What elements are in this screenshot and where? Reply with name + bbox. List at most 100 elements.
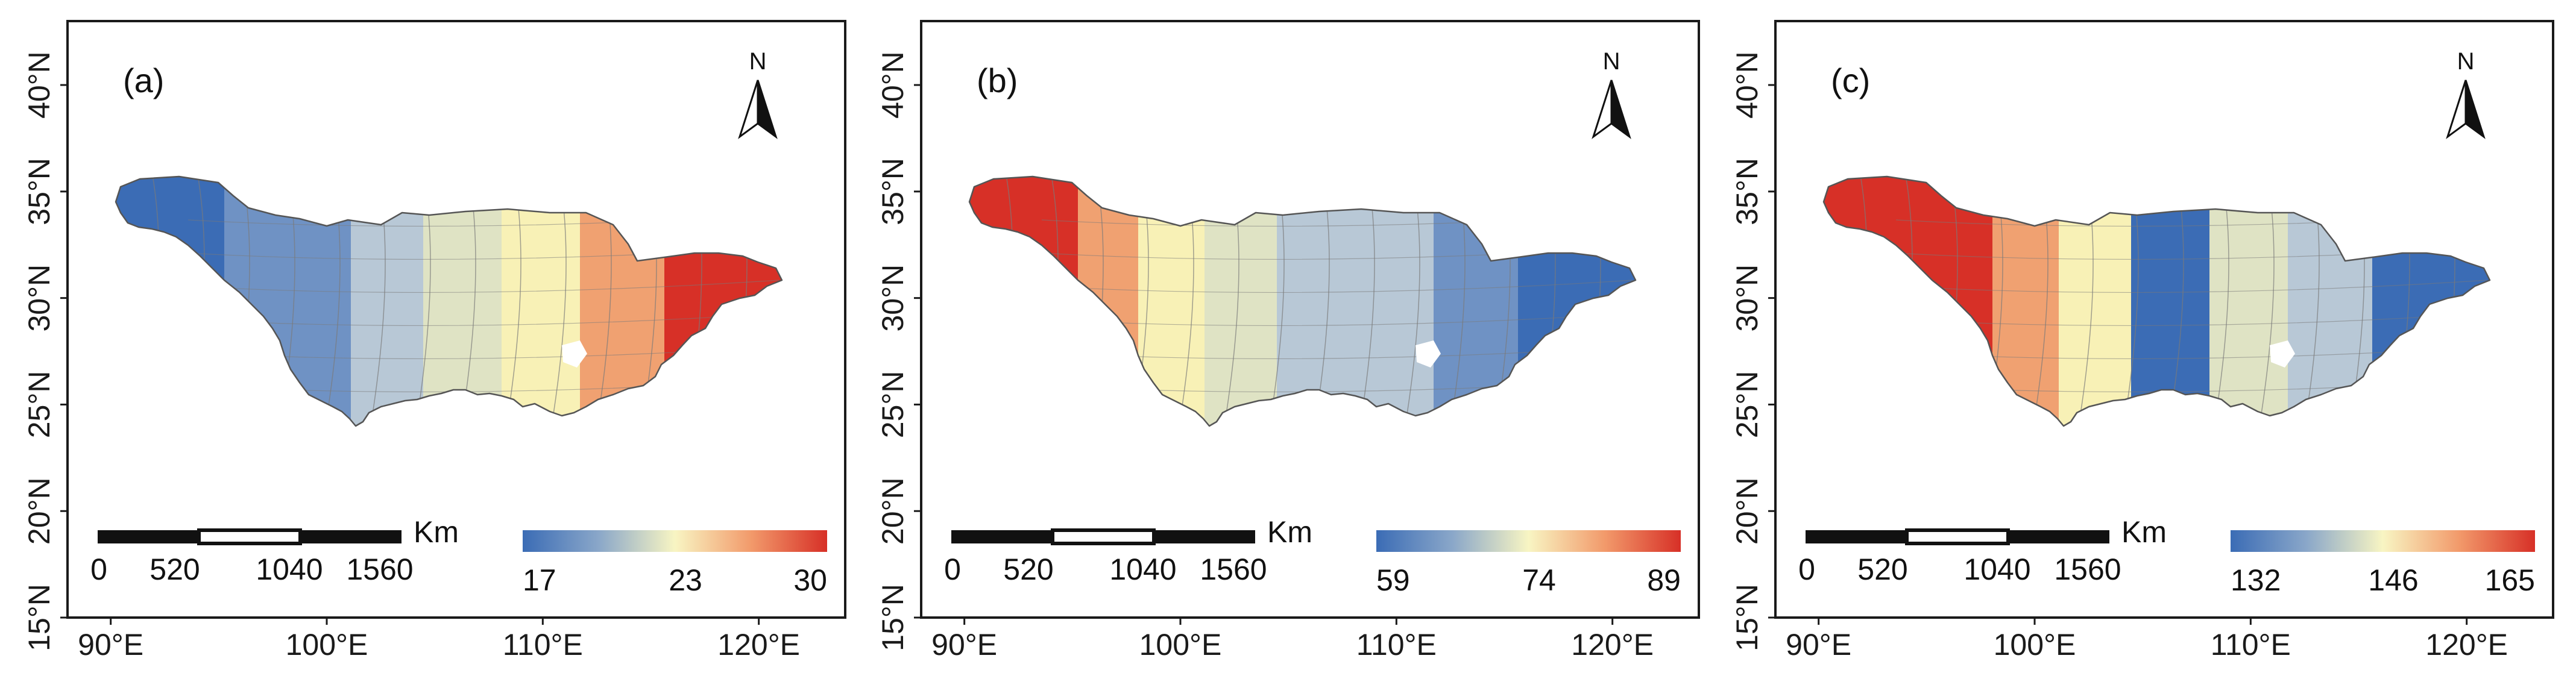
scale-bar: Km 0 520 1040 1560 [90,515,459,586]
x-tick-label: 110°E [503,628,583,662]
scale-label: 0 [90,552,107,586]
x-tick-label: 110°E [2211,628,2291,662]
scale-label: 1560 [346,552,413,586]
basin-outline [968,175,1637,427]
basin-zone [2209,177,2288,426]
scale-label: 0 [1798,552,1815,586]
north-arrow-right [757,80,778,139]
scale-label: 1040 [1963,552,2030,586]
north-letter: N [2457,48,2475,75]
scale-label: 0 [944,552,961,586]
sub-basin-boundary [1895,280,2487,293]
y-tick-label: 20°N [1730,477,1764,545]
north-arrow-icon: N [1592,48,1631,139]
scale-bar-segment [98,530,199,543]
basin-zone [1355,177,1434,426]
legend-max: 89 [1647,563,1681,597]
y-tick-label: 15°N [22,584,56,651]
basin-zone [502,177,580,426]
x-tick-label: 90°E [931,628,997,662]
no-data-patch [562,340,587,368]
legend-min: 17 [523,563,556,597]
y-tick-label: 15°N [876,584,910,651]
legend: 132 146 165 [2231,530,2535,597]
scale-bar-segment [2008,530,2109,543]
legend-colorbar [1376,530,1681,552]
scale-label: 1560 [1200,552,1267,586]
north-arrow-icon: N [2446,48,2486,139]
panel-label: (c) [1831,61,1870,99]
sub-basin-boundary [187,280,779,293]
y-tick-label: 15°N [1730,584,1764,651]
scale-label: 520 [1857,552,1907,586]
legend-min: 59 [1376,563,1410,597]
x-tick-label: 100°E [1994,628,2076,662]
basin-zone [1277,177,1355,426]
x-tick-label: 100°E [286,628,368,662]
map-panel-1: 90°E 100°E 110°E 120°E 15°N 20°N 25°N 30°N 35°N 4… [876,20,1700,662]
x-tick-label: 90°E [1786,628,1851,662]
y-tick-label: 25°N [1730,371,1764,439]
y-tick-label: 35°N [22,158,56,225]
scale-bar-segment [1051,528,1156,545]
basin-zone [2131,177,2209,426]
north-letter: N [1603,48,1620,75]
legend-colorbar [523,530,827,552]
north-arrow-right [1610,80,1631,139]
scale-bar: Km 0 520 1040 1560 [1798,515,2167,586]
no-data-patch [1416,340,1441,368]
y-tick-label: 30°N [1730,265,1764,332]
legend-colorbar [2231,530,2535,552]
scale-label: 520 [150,552,200,586]
y-tick-label: 40°N [1730,51,1764,119]
legend-max: 165 [2485,563,2535,597]
x-tick-label: 120°E [2425,628,2508,662]
y-tick-label: 40°N [22,51,56,119]
y-tick-label: 40°N [876,51,910,119]
scale-bar-segment [951,530,1053,543]
scale-bar-segment [300,530,402,543]
legend-mid: 146 [2368,563,2418,597]
y-tick-label: 35°N [876,158,910,225]
y-tick-label: 25°N [876,371,910,439]
y-tick-label: 35°N [1730,158,1764,225]
x-tick-label: 120°E [1571,628,1654,662]
legend: 17 23 30 [523,530,827,597]
scale-bar: Km 0 520 1040 1560 [944,515,1312,586]
scale-label: 1560 [2054,552,2121,586]
scale-unit: Km [2121,515,2167,549]
map-panel-0: 90°E 100°E 110°E 120°E 15°N 20°N 25°N 30°N 35°N 4… [22,20,846,662]
legend-mid: 23 [669,563,702,597]
scale-bar-segment [1806,530,1907,543]
legend-min: 132 [2231,563,2281,597]
y-tick-label: 20°N [22,477,56,545]
y-tick-label: 30°N [22,265,56,332]
legend: 59 74 89 [1376,530,1681,597]
basin-outline [115,175,783,427]
sub-basin-boundary [1041,280,1633,293]
scale-bar-segment [1154,530,1255,543]
north-letter: N [749,48,767,75]
legend-max: 30 [793,563,827,597]
north-arrow-icon: N [738,48,778,139]
panel-label: (a) [123,61,164,99]
basin-zone [423,177,502,426]
x-tick-label: 100°E [1139,628,1222,662]
north-arrow-right [2464,80,2486,139]
scale-unit: Km [414,515,459,549]
x-tick-label: 90°E [78,628,143,662]
no-data-patch [2270,340,2295,368]
scale-bar-segment [197,528,302,545]
legend-mid: 74 [1522,563,1556,597]
basin-outline [1822,175,2491,427]
scale-unit: Km [1267,515,1312,549]
panel-label: (b) [977,61,1018,99]
y-tick-label: 25°N [22,371,56,439]
scale-label: 520 [1003,552,1053,586]
y-tick-label: 20°N [876,477,910,545]
scale-label: 1040 [1109,552,1176,586]
x-tick-label: 110°E [1356,628,1437,662]
x-tick-label: 120°E [717,628,800,662]
y-tick-label: 30°N [876,265,910,332]
